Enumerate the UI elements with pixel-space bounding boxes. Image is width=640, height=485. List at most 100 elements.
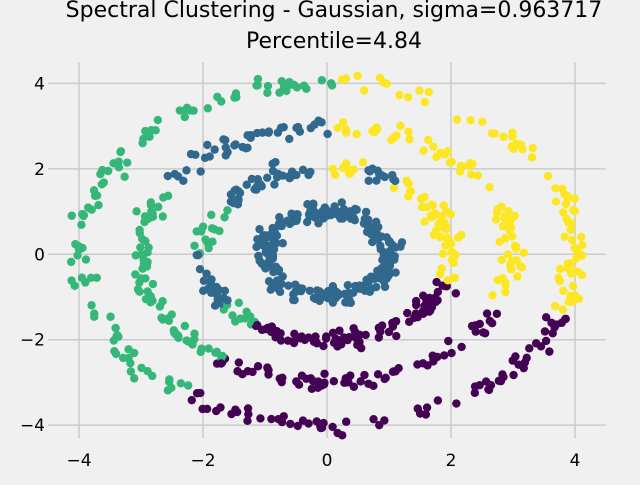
data-point bbox=[241, 314, 250, 323]
data-point bbox=[275, 287, 285, 297]
data-point bbox=[266, 229, 276, 239]
data-point bbox=[284, 281, 293, 290]
data-point bbox=[277, 417, 287, 427]
data-point bbox=[447, 348, 456, 358]
data-point bbox=[211, 348, 220, 357]
data-point bbox=[511, 352, 520, 361]
data-point bbox=[500, 277, 510, 287]
data-point bbox=[208, 237, 217, 246]
data-point bbox=[253, 321, 262, 330]
data-point bbox=[191, 150, 200, 159]
y-tick-label: −4 bbox=[20, 416, 45, 436]
data-point bbox=[386, 249, 395, 258]
data-point bbox=[560, 315, 570, 324]
data-point bbox=[204, 344, 213, 353]
data-point bbox=[508, 256, 517, 265]
data-point bbox=[277, 377, 286, 387]
data-point bbox=[551, 184, 560, 193]
data-point bbox=[352, 129, 361, 139]
data-point bbox=[158, 212, 168, 221]
data-point bbox=[312, 417, 321, 426]
data-point bbox=[116, 147, 125, 157]
data-point bbox=[508, 128, 517, 137]
data-point bbox=[440, 351, 449, 360]
data-point bbox=[467, 321, 477, 331]
data-point bbox=[563, 264, 572, 273]
data-point bbox=[528, 143, 537, 153]
data-point bbox=[335, 326, 344, 335]
data-point bbox=[418, 359, 428, 368]
data-point bbox=[456, 161, 466, 171]
data-point bbox=[380, 172, 390, 182]
data-point bbox=[309, 293, 319, 303]
data-point bbox=[130, 374, 139, 383]
data-point bbox=[470, 388, 480, 398]
data-point bbox=[420, 217, 429, 226]
data-point bbox=[78, 209, 87, 219]
data-point bbox=[140, 217, 149, 227]
x-axis-tick-labels: −4 −2 0 2 4 bbox=[66, 451, 580, 471]
data-point bbox=[577, 270, 587, 280]
data-point bbox=[218, 351, 227, 361]
data-point bbox=[446, 210, 456, 219]
data-point bbox=[316, 288, 325, 297]
data-point bbox=[148, 279, 158, 289]
data-point bbox=[434, 219, 443, 229]
data-point bbox=[273, 330, 282, 339]
data-point bbox=[562, 214, 571, 224]
data-point bbox=[328, 422, 337, 432]
data-point bbox=[517, 263, 527, 272]
data-point bbox=[485, 316, 494, 326]
data-point bbox=[411, 300, 421, 310]
data-point bbox=[432, 152, 441, 162]
data-point bbox=[492, 208, 502, 218]
data-point bbox=[173, 172, 183, 181]
data-point bbox=[328, 298, 338, 307]
data-point bbox=[433, 287, 443, 297]
data-point bbox=[555, 276, 565, 286]
data-point bbox=[153, 115, 163, 125]
data-point bbox=[180, 112, 189, 122]
data-point bbox=[203, 140, 212, 150]
data-point bbox=[138, 264, 147, 273]
data-point bbox=[396, 242, 405, 251]
data-point bbox=[231, 140, 240, 149]
data-point bbox=[173, 331, 183, 340]
data-point bbox=[373, 235, 382, 244]
data-point bbox=[374, 323, 384, 333]
data-point bbox=[210, 145, 219, 154]
data-point bbox=[285, 134, 294, 144]
data-point bbox=[112, 331, 121, 341]
data-point bbox=[299, 81, 309, 90]
data-point bbox=[337, 75, 347, 84]
data-point bbox=[221, 136, 230, 145]
data-point bbox=[314, 219, 323, 228]
data-point bbox=[355, 281, 364, 290]
data-point bbox=[193, 251, 203, 260]
data-point bbox=[304, 170, 313, 180]
chart-subtitle: Percentile=4.84 bbox=[246, 29, 422, 54]
data-point bbox=[151, 126, 160, 135]
data-point bbox=[433, 352, 442, 362]
data-point bbox=[433, 396, 443, 405]
data-point bbox=[339, 333, 349, 342]
data-point bbox=[574, 248, 583, 258]
data-point bbox=[141, 236, 150, 246]
data-point bbox=[298, 165, 308, 175]
data-point bbox=[364, 379, 373, 388]
data-point bbox=[559, 208, 568, 217]
data-point bbox=[200, 153, 210, 163]
data-point bbox=[457, 230, 466, 240]
data-point bbox=[329, 338, 339, 348]
data-point bbox=[253, 81, 262, 90]
data-point bbox=[223, 206, 232, 215]
data-point bbox=[190, 329, 199, 338]
data-point bbox=[329, 377, 339, 386]
data-point bbox=[148, 296, 157, 305]
data-point bbox=[451, 289, 461, 298]
data-point bbox=[436, 232, 445, 242]
data-point bbox=[120, 172, 129, 181]
data-point bbox=[141, 274, 150, 283]
data-point bbox=[485, 183, 494, 192]
data-point bbox=[444, 336, 453, 346]
